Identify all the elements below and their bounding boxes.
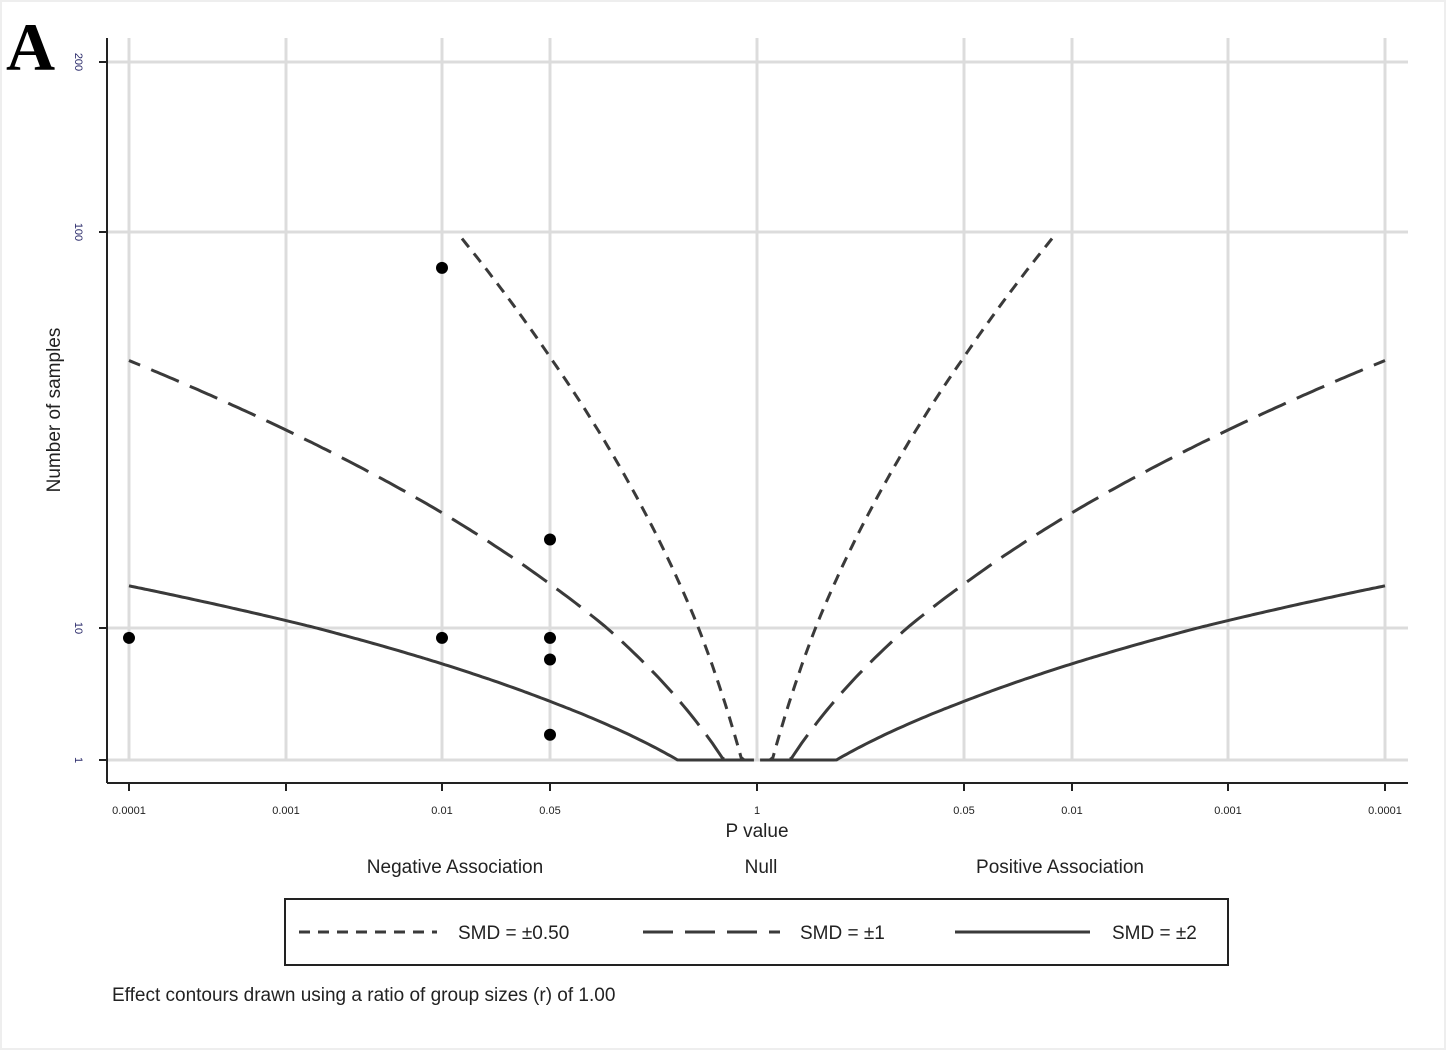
y-tick-label: 1 bbox=[72, 757, 84, 763]
x-axis-ticks: 0.0001 0.001 0.01 0.05 1 0.05 0.01 0.001 0.0001 bbox=[112, 783, 1402, 817]
x-axis-title: P value bbox=[725, 821, 788, 842]
y-axis-title: Number of samples bbox=[44, 328, 65, 493]
study-point bbox=[544, 631, 556, 644]
study-point bbox=[544, 653, 556, 666]
x-tick-label: 0.001 bbox=[1214, 805, 1242, 817]
contour-negative-smd-0-5 bbox=[456, 232, 754, 762]
y-tick-label: 100 bbox=[72, 223, 84, 241]
x-tick-label: 0.01 bbox=[1061, 805, 1082, 817]
legend-label-smd-1: SMD = ±1 bbox=[800, 923, 885, 944]
study-point bbox=[436, 261, 448, 274]
region-label-positive: Positive Association bbox=[976, 857, 1144, 878]
study-point bbox=[544, 728, 556, 741]
legend: SMD = ±0.50 SMD = ±1 SMD = ±2 bbox=[284, 898, 1229, 966]
y-tick-label: 10 bbox=[72, 622, 84, 634]
contour-positive-smd-2 bbox=[760, 584, 1386, 762]
study-point bbox=[123, 631, 135, 644]
x-tick-label: 0.0001 bbox=[112, 805, 146, 817]
legend-label-smd-0-5: SMD = ±0.50 bbox=[458, 923, 569, 944]
x-tick-label: 1 bbox=[754, 805, 760, 817]
contour-positive-smd-1 bbox=[760, 359, 1386, 762]
contour-negative-smd-2 bbox=[128, 584, 754, 762]
x-tick-label: 0.001 bbox=[272, 805, 300, 817]
x-tick-label: 0.01 bbox=[431, 805, 452, 817]
region-label-null: Null bbox=[745, 857, 778, 878]
contour-note: Effect contours drawn using a ratio of g… bbox=[112, 985, 615, 1006]
study-points bbox=[123, 261, 556, 741]
study-point bbox=[436, 631, 448, 644]
contour-negative-smd-1 bbox=[128, 359, 754, 762]
legend-label-smd-2: SMD = ±2 bbox=[1112, 923, 1197, 944]
y-axis-ticks: 1 10 100 200 bbox=[72, 53, 107, 763]
x-tick-label: 0.0001 bbox=[1368, 805, 1402, 817]
contour-positive-smd-0-5 bbox=[760, 232, 1058, 762]
panel-label: A bbox=[6, 9, 55, 85]
x-tick-label: 0.05 bbox=[953, 805, 974, 817]
effect-contours bbox=[128, 232, 1386, 762]
study-point bbox=[544, 533, 556, 546]
region-label-negative: Negative Association bbox=[367, 857, 543, 878]
x-tick-label: 0.05 bbox=[539, 805, 560, 817]
y-tick-label: 200 bbox=[72, 53, 84, 71]
